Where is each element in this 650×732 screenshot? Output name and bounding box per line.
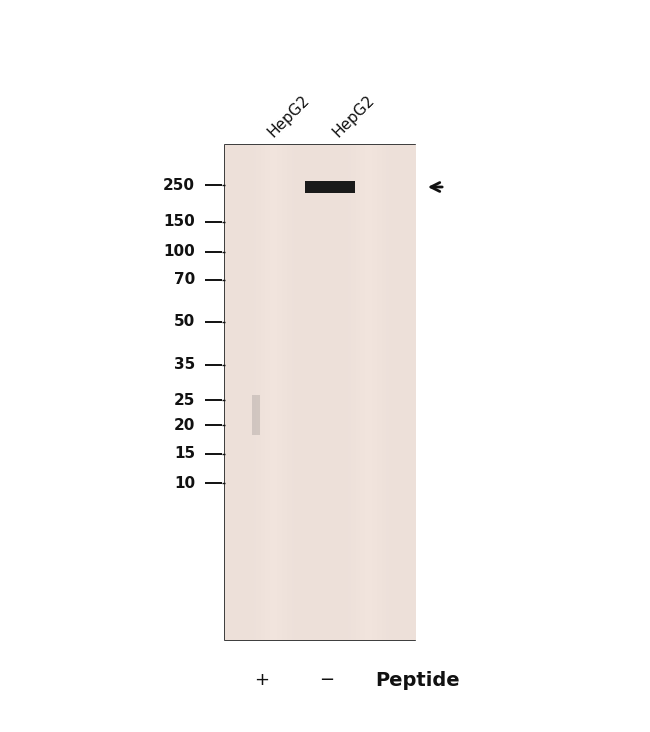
Bar — [296, 145, 299, 640]
Bar — [389, 145, 392, 640]
Bar — [304, 145, 306, 640]
Bar — [263, 145, 266, 640]
Bar — [380, 145, 382, 640]
Bar — [280, 145, 283, 640]
Bar — [268, 145, 271, 640]
Bar — [396, 145, 399, 640]
Bar — [242, 145, 244, 640]
Bar — [282, 145, 285, 640]
Bar — [344, 145, 346, 640]
Text: 250: 250 — [163, 177, 195, 193]
Bar — [265, 145, 268, 640]
Bar — [252, 395, 260, 435]
Bar — [318, 145, 320, 640]
Bar — [356, 145, 359, 640]
Bar — [239, 145, 242, 640]
Bar — [346, 145, 349, 640]
Bar — [287, 145, 290, 640]
Text: +: + — [255, 671, 270, 689]
Bar — [332, 145, 335, 640]
Bar — [225, 145, 415, 640]
Bar — [360, 145, 363, 640]
Bar — [294, 145, 297, 640]
Bar — [289, 145, 292, 640]
Bar — [256, 145, 259, 640]
Bar — [406, 145, 408, 640]
Bar — [246, 145, 250, 640]
Bar — [367, 145, 370, 640]
Bar — [384, 145, 387, 640]
Bar — [244, 145, 247, 640]
Bar — [325, 145, 328, 640]
Bar — [382, 145, 385, 640]
Text: 10: 10 — [174, 476, 195, 490]
Bar — [387, 145, 389, 640]
Bar — [227, 145, 230, 640]
Bar — [374, 145, 378, 640]
Text: 50: 50 — [174, 315, 195, 329]
Text: 150: 150 — [163, 214, 195, 230]
Bar — [308, 145, 311, 640]
Text: 35: 35 — [174, 357, 195, 373]
Bar — [413, 145, 415, 640]
Bar — [403, 145, 406, 640]
Bar — [394, 145, 396, 640]
Bar — [401, 145, 404, 640]
Bar — [372, 145, 375, 640]
Bar — [275, 145, 278, 640]
Bar — [334, 145, 337, 640]
Text: 25: 25 — [174, 392, 195, 408]
Bar — [237, 145, 240, 640]
Bar — [348, 145, 352, 640]
Text: −: − — [319, 671, 335, 689]
Bar — [377, 145, 380, 640]
Bar — [337, 145, 340, 640]
Bar — [229, 145, 233, 640]
Bar — [254, 145, 257, 640]
Bar — [270, 145, 273, 640]
Bar — [313, 145, 316, 640]
Bar — [251, 145, 254, 640]
Text: 100: 100 — [163, 244, 195, 260]
Text: HepG2: HepG2 — [265, 92, 313, 140]
Bar — [391, 145, 395, 640]
Bar — [306, 145, 309, 640]
Bar — [365, 145, 368, 640]
Bar — [339, 145, 342, 640]
Text: Peptide: Peptide — [375, 671, 460, 690]
Bar — [353, 145, 356, 640]
Bar — [363, 145, 366, 640]
Bar — [410, 145, 413, 640]
Bar — [272, 145, 276, 640]
Bar — [285, 145, 287, 640]
Bar — [322, 145, 326, 640]
Bar — [341, 145, 344, 640]
Bar — [298, 145, 302, 640]
Bar — [398, 145, 402, 640]
Bar — [258, 145, 261, 640]
Bar — [249, 145, 252, 640]
Bar — [301, 145, 304, 640]
Bar — [320, 145, 323, 640]
Text: 15: 15 — [174, 447, 195, 461]
Text: HepG2: HepG2 — [330, 92, 378, 140]
Bar — [225, 145, 228, 640]
Bar — [278, 145, 280, 640]
Text: 20: 20 — [174, 417, 195, 433]
Bar — [370, 145, 373, 640]
Bar — [408, 145, 411, 640]
Bar — [232, 145, 235, 640]
Bar — [327, 145, 330, 640]
Bar — [261, 145, 264, 640]
Bar — [358, 145, 361, 640]
Bar — [315, 145, 318, 640]
Bar — [311, 145, 313, 640]
Bar — [330, 145, 333, 640]
Bar — [291, 145, 294, 640]
Bar — [235, 145, 237, 640]
Text: 70: 70 — [174, 272, 195, 288]
Bar — [351, 145, 354, 640]
Bar — [305, 181, 355, 193]
